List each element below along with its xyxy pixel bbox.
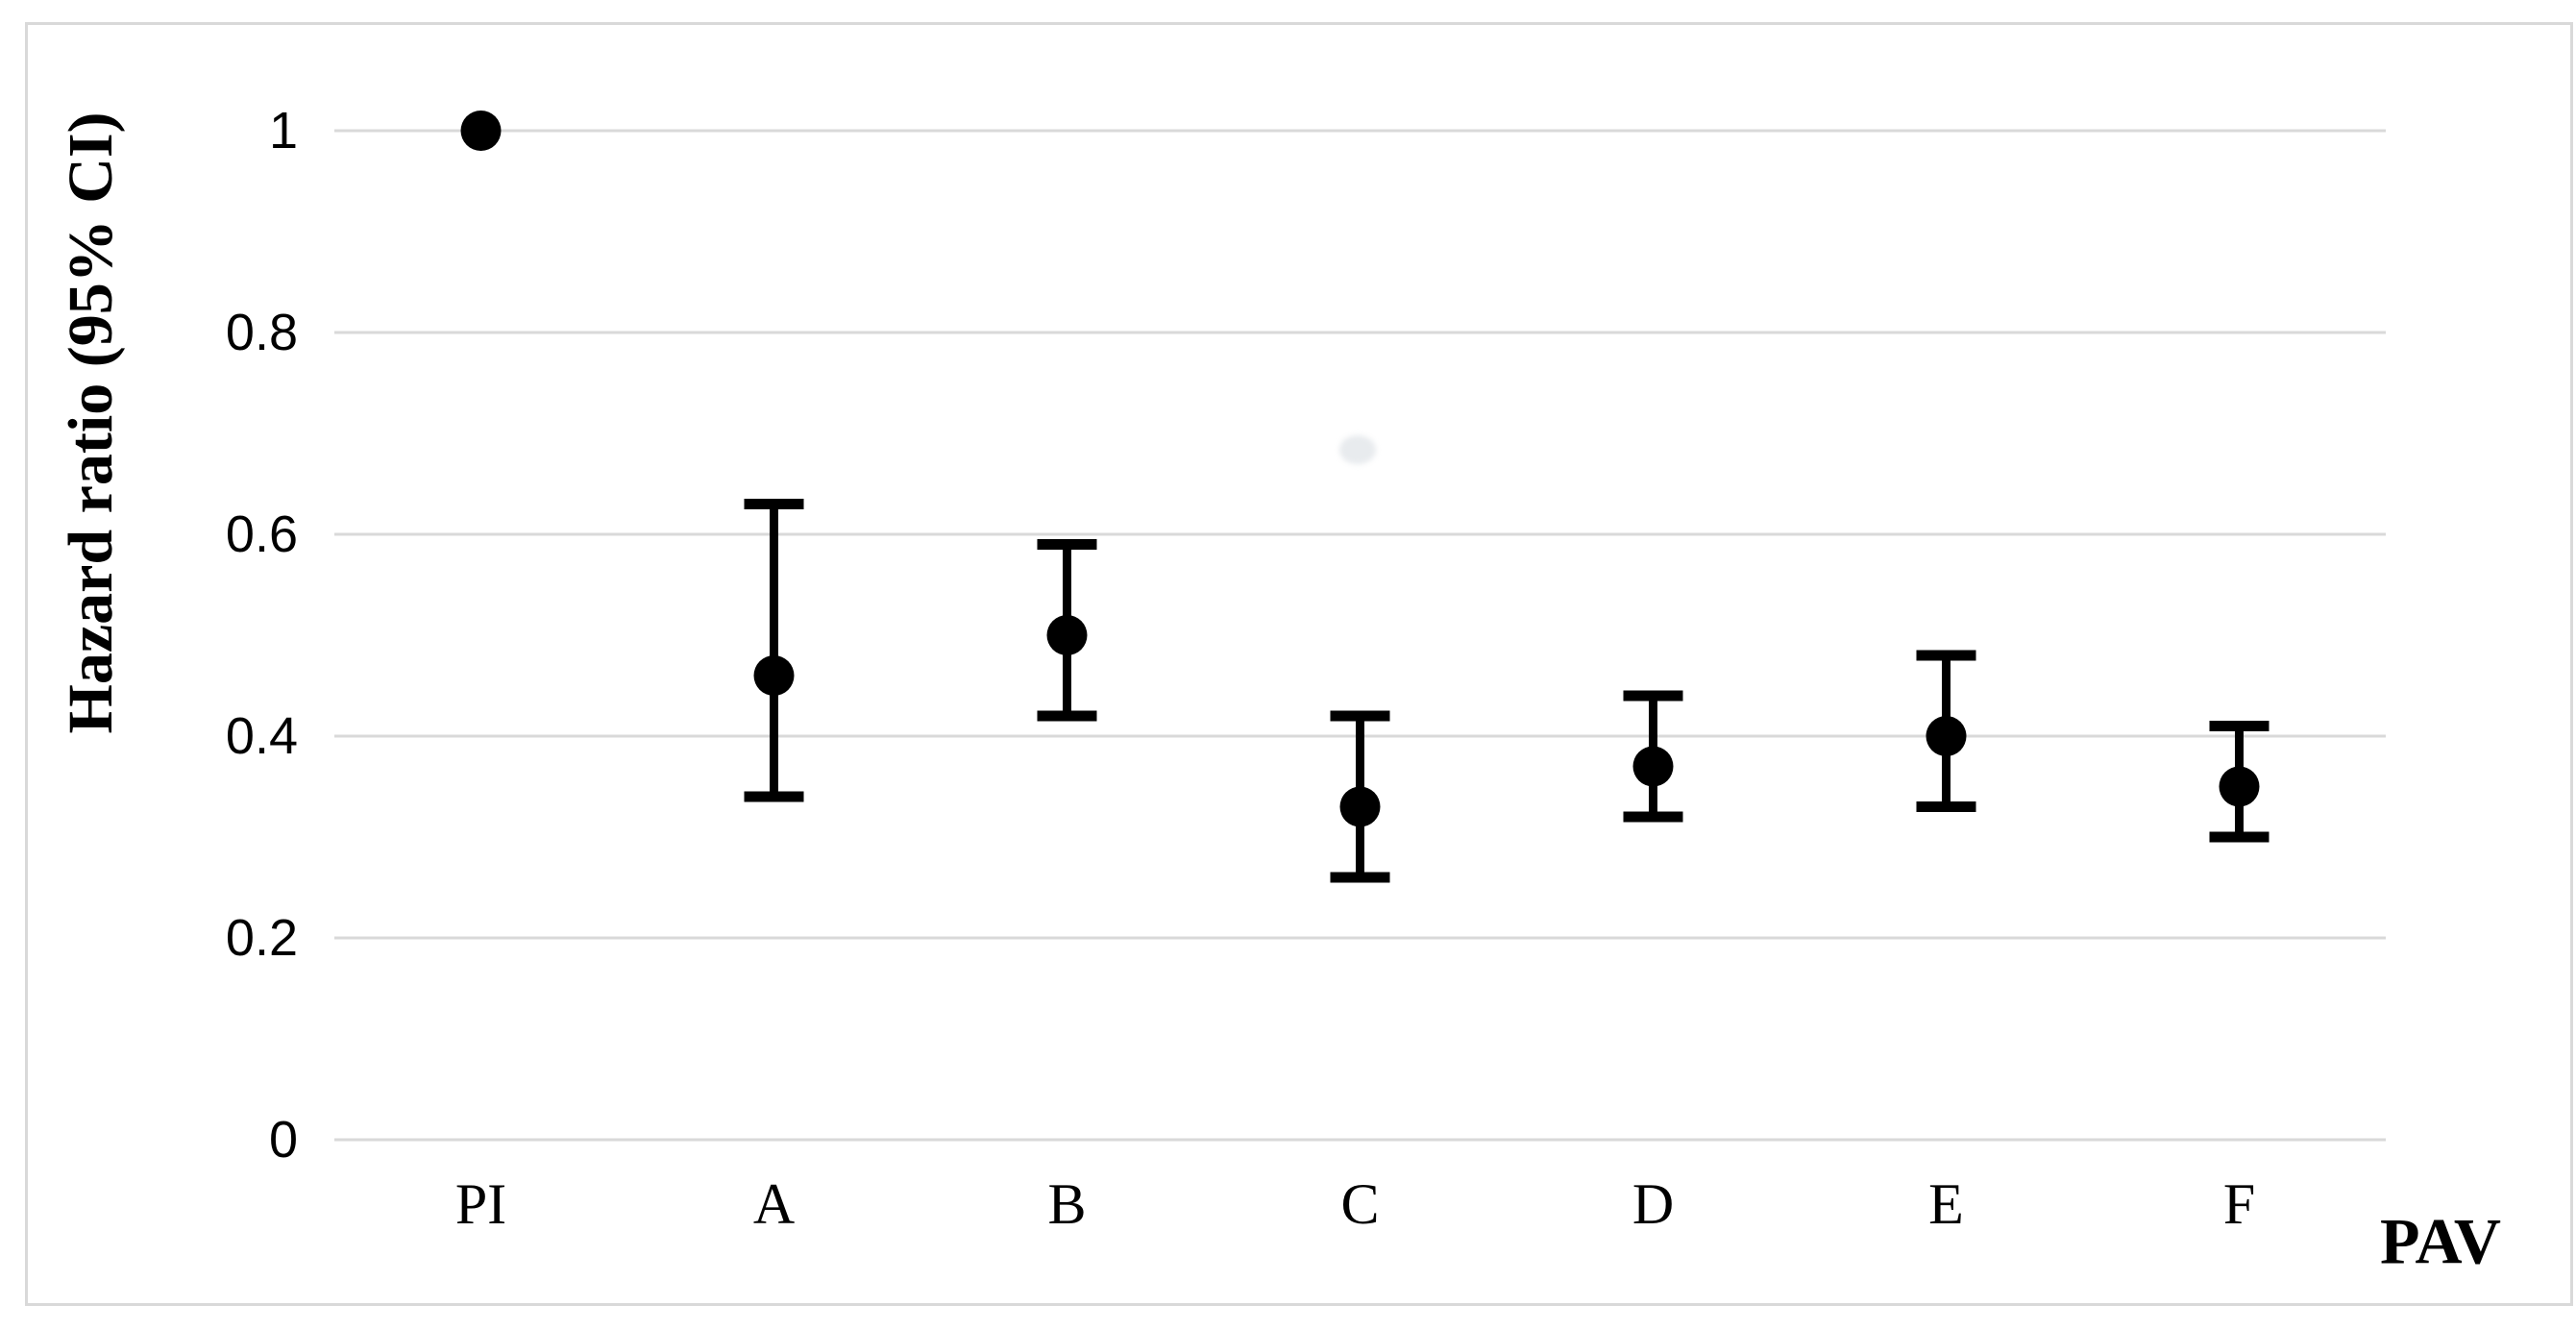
x-category-label: PI	[455, 1172, 506, 1236]
x-category-label: C	[1340, 1172, 1379, 1236]
x-axis-title: PAV	[2380, 1204, 2501, 1278]
data-point-D	[1632, 746, 1674, 787]
y-tick-label: 0.4	[226, 707, 298, 765]
plot-border	[25, 22, 2573, 1306]
data-point-PI	[460, 111, 502, 151]
y-tick-label: 1	[269, 102, 298, 160]
x-category-label: A	[753, 1172, 795, 1236]
data-point-A	[753, 655, 795, 696]
y-tick-label: 0.2	[226, 909, 298, 967]
y-tick-label: 0.6	[226, 505, 298, 563]
y-axis-title: Hazard ratio (95% CI)	[56, 111, 126, 734]
x-category-label: E	[1928, 1172, 1964, 1236]
data-point-E	[1926, 716, 1967, 756]
watermark-smudge	[1339, 435, 1376, 464]
x-category-label: B	[1047, 1172, 1086, 1236]
data-point-B	[1046, 615, 1088, 655]
x-category-label: D	[1632, 1172, 1674, 1236]
data-point-F	[2219, 766, 2260, 807]
data-point-C	[1339, 786, 1381, 827]
y-tick-label: 0.8	[226, 304, 298, 361]
y-tick-label: 0	[269, 1111, 298, 1169]
x-category-label: F	[2223, 1172, 2255, 1236]
